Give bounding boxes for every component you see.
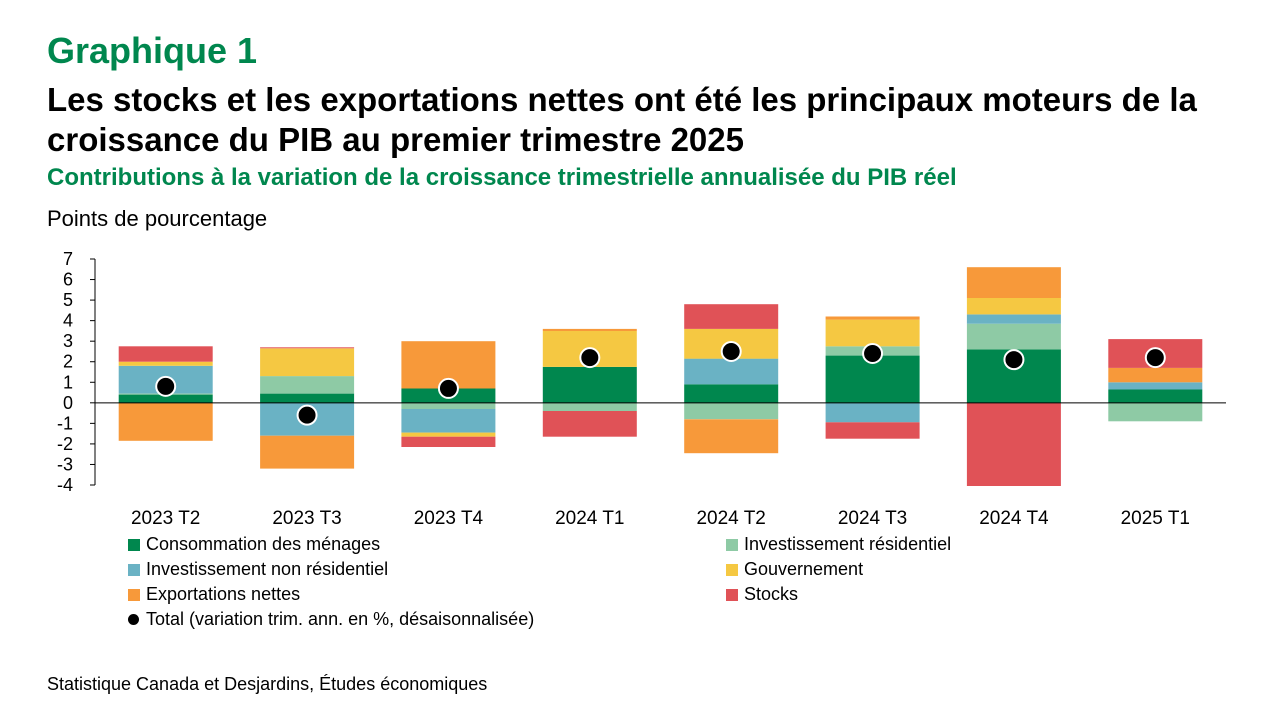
legend-label-total: Total (variation trim. ann. en %, désais… <box>146 609 535 629</box>
legend-item-total: Total (variation trim. ann. en %, désais… <box>128 609 534 630</box>
x-category-label: 2023 T2 <box>131 508 200 529</box>
y-tick-label: 7 <box>63 249 73 269</box>
bar-segment-stocks <box>542 411 637 437</box>
y-tick-label: 2 <box>63 352 73 372</box>
bar-segment-residentiel <box>684 402 779 420</box>
bar-segment-non-residentiel <box>401 409 496 433</box>
total-marker <box>862 343 884 365</box>
x-category-label: 2024 T1 <box>555 508 624 529</box>
legend-swatch-consommation <box>128 538 140 551</box>
x-category-label: 2023 T4 <box>414 508 484 529</box>
legend-item-non-residentiel: Investissement non résidentiel <box>128 559 388 580</box>
graph-label: Graphique 1 <box>47 30 258 71</box>
legend-label-exportations: Exportations nettes <box>146 584 301 604</box>
bar-segment-gouvernement <box>118 361 213 366</box>
bar-segment-gouvernement <box>260 348 355 377</box>
bar-segment-consommation <box>1108 389 1203 403</box>
legend-label-stocks: Stocks <box>744 584 799 604</box>
total-marker <box>437 377 459 399</box>
total-marker <box>1144 347 1166 369</box>
legend-swatch-non-residentiel <box>128 563 140 576</box>
bar-segment-residentiel <box>260 376 355 394</box>
bar-segment-non-residentiel <box>684 358 779 385</box>
x-category-label: 2025 T1 <box>1121 508 1190 529</box>
bar-segment-residentiel <box>542 402 637 411</box>
total-marker <box>155 375 177 397</box>
bar-segment-gouvernement <box>401 432 496 437</box>
y-tick-label: -2 <box>57 434 73 454</box>
bar-layer <box>118 267 1203 486</box>
y-tick-label: 5 <box>63 290 73 310</box>
bar-segment-consommation <box>542 366 637 403</box>
chart-title: Les stocks et les exportations nettes on… <box>47 81 1197 158</box>
legend-label-consommation: Consommation des ménages <box>146 534 381 554</box>
bar-segment-residentiel <box>966 323 1061 350</box>
bar-segment-exportations <box>684 419 779 454</box>
y-tick-label: 4 <box>63 311 73 331</box>
legend-item-consommation: Consommation des ménages <box>128 534 380 555</box>
bar-segment-gouvernement <box>966 298 1061 315</box>
y-tick-label: 6 <box>63 270 73 290</box>
total-marker <box>296 404 318 426</box>
bar-segment-exportations <box>1108 367 1203 383</box>
bar-segment-non-residentiel <box>1108 382 1203 390</box>
total-marker <box>720 340 742 362</box>
bar-segment-exportations <box>825 316 920 320</box>
bar-segment-stocks <box>260 347 355 349</box>
bar-segment-exportations <box>966 267 1061 298</box>
y-tick-label: 1 <box>63 372 73 392</box>
legend-item-stocks: Stocks <box>726 584 798 605</box>
bar-segment-stocks <box>966 402 1061 486</box>
legend-item-residentiel: Investissement résidentiel <box>726 534 951 555</box>
legend-label-gouvernement: Gouvernement <box>744 559 864 579</box>
y-tick-label: -3 <box>57 454 73 474</box>
x-category-label: 2024 T4 <box>979 508 1049 529</box>
bar-segment-stocks <box>401 436 496 447</box>
bar-segment-residentiel <box>1108 402 1203 422</box>
bar-segment-consommation <box>260 393 355 403</box>
total-marker <box>1003 349 1025 371</box>
legend-label-residentiel: Investissement résidentiel <box>744 534 952 554</box>
bar-segment-exportations <box>118 402 213 441</box>
source-note: Statistique Canada et Desjardins, Études… <box>47 674 488 694</box>
bar-segment-consommation <box>118 394 213 403</box>
y-tick-label: -1 <box>57 413 73 433</box>
legend-swatch-residentiel <box>726 538 738 551</box>
legend-item-gouvernement: Gouvernement <box>726 559 863 580</box>
bar-segment-gouvernement <box>825 319 920 347</box>
x-category-label: 2024 T3 <box>838 508 907 529</box>
legend-item-exportations: Exportations nettes <box>128 584 300 605</box>
legend-swatch-gouvernement <box>726 563 738 576</box>
total-marker-layer <box>155 340 1166 426</box>
bar-segment-non-residentiel <box>825 402 920 423</box>
bar-segment-exportations <box>260 435 355 469</box>
x-category-label: 2024 T2 <box>696 508 765 529</box>
legend-swatch-exportations <box>128 588 140 601</box>
total-marker <box>579 347 601 369</box>
bar-segment-exportations <box>542 328 637 331</box>
legend-dot-total <box>128 614 139 625</box>
bar-segment-consommation <box>684 384 779 403</box>
y-tick-label: 3 <box>63 331 73 351</box>
bar-segment-residentiel <box>401 402 496 409</box>
axes-layer <box>90 258 1226 486</box>
legend-swatch-stocks <box>726 588 738 601</box>
chart-subtitle: Contributions à la variation de la crois… <box>47 164 957 191</box>
x-category-label: 2023 T3 <box>272 508 341 529</box>
y-tick-label: -4 <box>57 475 73 495</box>
bar-segment-stocks <box>825 422 920 439</box>
y-axis-unit-label: Points de pourcentage <box>47 206 268 231</box>
bar-segment-non-residentiel <box>966 314 1061 324</box>
bar-segment-stocks <box>684 304 779 329</box>
legend-label-non-residentiel: Investissement non résidentiel <box>146 559 389 579</box>
y-tick-label: 0 <box>63 393 73 413</box>
bar-segment-stocks <box>118 346 213 362</box>
